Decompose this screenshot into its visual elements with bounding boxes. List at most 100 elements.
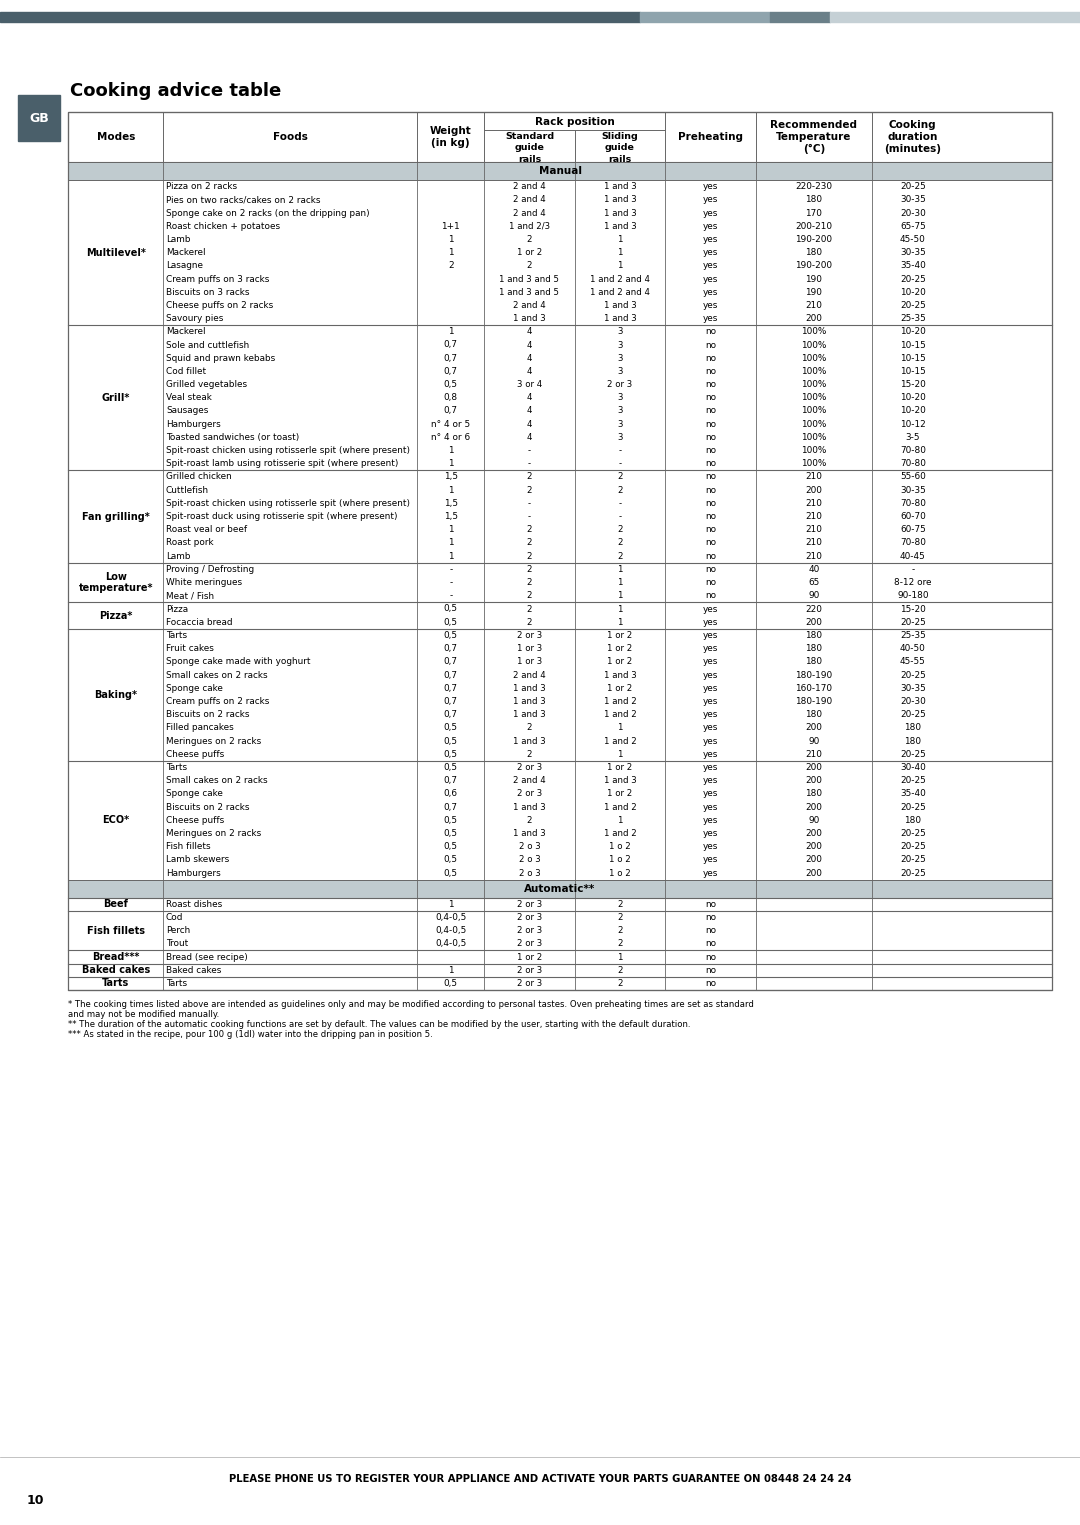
Text: no: no <box>705 447 716 454</box>
Text: Baking*: Baking* <box>94 689 137 700</box>
Text: Low
temperature*: Low temperature* <box>79 572 153 593</box>
Text: 200: 200 <box>806 856 822 865</box>
Text: Mackerel: Mackerel <box>166 249 205 258</box>
Text: n° 4 or 6: n° 4 or 6 <box>431 433 470 442</box>
Text: 2 or 3: 2 or 3 <box>517 790 542 798</box>
Text: no: no <box>705 393 716 403</box>
Bar <box>68 537 1052 549</box>
Text: 220: 220 <box>806 604 822 613</box>
Text: 30-35: 30-35 <box>900 485 926 494</box>
Text: 0,7: 0,7 <box>444 671 458 680</box>
Text: 25-35: 25-35 <box>900 631 926 640</box>
Text: 100%: 100% <box>801 407 826 415</box>
Text: 20-25: 20-25 <box>900 274 926 284</box>
Bar <box>68 840 1052 852</box>
Text: 2 or 3: 2 or 3 <box>517 900 542 909</box>
Text: 3: 3 <box>618 328 623 337</box>
Bar <box>68 924 1052 938</box>
Text: 1: 1 <box>448 249 454 258</box>
Text: Meat / Fish: Meat / Fish <box>166 592 214 601</box>
Bar <box>68 325 1052 339</box>
Text: 0,5: 0,5 <box>444 830 458 837</box>
Text: 1 and 2 and 4: 1 and 2 and 4 <box>590 288 650 297</box>
Text: 30-40: 30-40 <box>900 762 926 772</box>
Text: 2: 2 <box>527 261 532 270</box>
Bar <box>68 656 1052 668</box>
Text: 210: 210 <box>806 300 822 310</box>
Text: 1: 1 <box>618 723 623 732</box>
Text: -: - <box>528 512 531 522</box>
Bar <box>68 910 1052 924</box>
Bar <box>68 708 1052 721</box>
Text: Grilled chicken: Grilled chicken <box>166 473 232 482</box>
Text: 1: 1 <box>618 816 623 825</box>
Text: no: no <box>705 578 716 587</box>
Text: 100%: 100% <box>801 447 826 454</box>
Text: 100%: 100% <box>801 328 826 337</box>
Text: 2 and 4: 2 and 4 <box>513 181 545 191</box>
Text: 1: 1 <box>618 235 623 244</box>
Text: no: no <box>705 525 716 534</box>
Text: Pies on two racks/cakes on 2 racks: Pies on two racks/cakes on 2 racks <box>166 195 321 204</box>
Bar <box>68 352 1052 364</box>
Text: 210: 210 <box>806 750 822 759</box>
Text: 0,5: 0,5 <box>444 631 458 640</box>
Bar <box>68 246 1052 259</box>
Text: 10-12: 10-12 <box>900 419 926 429</box>
Text: 1 and 3: 1 and 3 <box>513 737 545 746</box>
Text: yes: yes <box>703 671 718 680</box>
Bar <box>68 285 1052 299</box>
Text: 2: 2 <box>618 538 623 547</box>
Bar <box>68 470 1052 483</box>
Bar <box>68 523 1052 537</box>
Text: 100%: 100% <box>801 459 826 468</box>
Text: 1 and 3: 1 and 3 <box>604 221 636 230</box>
Text: no: no <box>705 328 716 337</box>
Text: -: - <box>619 459 622 468</box>
Text: 2 or 3: 2 or 3 <box>517 979 542 988</box>
Text: 1+1: 1+1 <box>442 221 460 230</box>
Bar <box>68 628 1052 642</box>
Bar <box>68 313 1052 325</box>
Text: 70-80: 70-80 <box>900 447 926 454</box>
Bar <box>68 259 1052 273</box>
Bar <box>68 898 1052 910</box>
Text: 2: 2 <box>527 592 532 601</box>
Bar <box>68 668 1052 682</box>
Text: no: no <box>705 900 716 909</box>
Text: 1 or 2: 1 or 2 <box>607 762 633 772</box>
Text: Sponge cake: Sponge cake <box>166 790 222 798</box>
Text: 20-25: 20-25 <box>900 869 926 877</box>
Text: 0,5: 0,5 <box>444 737 458 746</box>
Text: Roast chicken + potatoes: Roast chicken + potatoes <box>166 221 280 230</box>
Text: Spit-roast chicken using rotisserle spit (where present): Spit-roast chicken using rotisserle spit… <box>166 447 410 454</box>
Text: 0,5: 0,5 <box>444 816 458 825</box>
Bar <box>68 180 1052 194</box>
Text: 4: 4 <box>527 328 532 337</box>
Text: Squid and prawn kebabs: Squid and prawn kebabs <box>166 354 275 363</box>
Text: 1 and 3: 1 and 3 <box>513 683 545 692</box>
Bar <box>68 111 1052 990</box>
Text: 1 or 2: 1 or 2 <box>607 790 633 798</box>
Text: 1 and 2: 1 and 2 <box>604 737 636 746</box>
Text: -: - <box>528 459 531 468</box>
Bar <box>68 814 1052 827</box>
Text: Automatic**: Automatic** <box>525 883 596 894</box>
Text: Hamburgers: Hamburgers <box>166 869 220 877</box>
Text: no: no <box>705 368 716 375</box>
Bar <box>68 721 1052 735</box>
Text: yes: yes <box>703 856 718 865</box>
Text: 200: 200 <box>806 842 822 851</box>
Text: Veal steak: Veal steak <box>166 393 212 403</box>
Text: 0,7: 0,7 <box>444 354 458 363</box>
Bar <box>68 418 1052 430</box>
Text: 200-210: 200-210 <box>795 221 833 230</box>
Text: no: no <box>705 512 716 522</box>
Text: 2 and 4: 2 and 4 <box>513 671 545 680</box>
Text: 30-35: 30-35 <box>900 683 926 692</box>
Text: -: - <box>912 564 915 573</box>
Text: 1 and 2: 1 and 2 <box>604 711 636 720</box>
Text: 0,4-0,5: 0,4-0,5 <box>435 913 467 923</box>
Text: 70-80: 70-80 <box>900 499 926 508</box>
Text: Small cakes on 2 racks: Small cakes on 2 racks <box>166 776 268 785</box>
